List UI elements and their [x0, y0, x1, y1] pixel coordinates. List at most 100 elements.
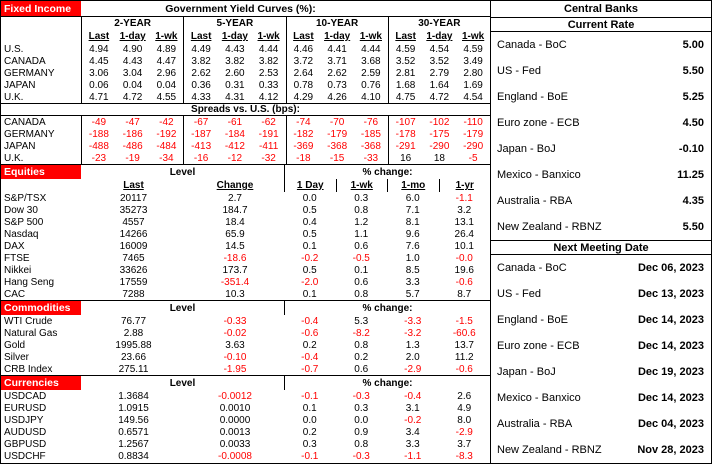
pct-value: 0.2	[354, 351, 369, 363]
fi-value-group: -23 -19 -34	[81, 152, 183, 164]
change-value: -0.0008	[218, 450, 252, 462]
column-header: 1-wk	[257, 31, 280, 42]
row-label: Hang Seng	[4, 276, 55, 288]
pct-value: 2.6	[457, 390, 472, 402]
pct-value: 0.4	[302, 216, 317, 228]
value-cell: 4.31	[225, 91, 245, 103]
pct-value: 9.6	[405, 228, 420, 240]
value-cell: 4.33	[191, 91, 211, 103]
column-header: 1-day	[119, 31, 146, 42]
pct-value: 3.7	[457, 438, 472, 450]
market-row: S&P/TSX 20117 2.7 0.0 0.3 6.0 -1.1	[1, 192, 490, 204]
fi-value-group: -67 -61 -62	[183, 116, 285, 128]
fi-value-group: -488 -486 -484	[81, 140, 183, 152]
value-cell: 4.90	[122, 43, 143, 55]
market-row: Dow 30 35273 184.7 0.5 0.8 7.1 3.2	[1, 204, 490, 216]
value-cell: 1.69	[463, 79, 483, 91]
value-cell: -16	[193, 152, 209, 164]
value-cell: 4.10	[361, 91, 381, 103]
market-row: EURUSD 1.0915 0.0010 0.1 0.3 3.1 4.9	[1, 402, 490, 414]
central-banks-pane: Central Banks Current Rate Canada - BoC 5…	[491, 1, 711, 463]
value-cell: -486	[122, 140, 143, 152]
value-cell: 4.54	[463, 91, 483, 103]
value-cell: -49	[91, 116, 107, 128]
next-meeting-date: Dec 13, 2023	[637, 288, 704, 300]
commodities-header-row: Commodities Level % change:	[1, 300, 490, 315]
pct-change-header: % change:	[284, 301, 490, 315]
central-bank-row: Mexico - Banxico 11.25	[491, 162, 711, 188]
row-label: FTSE	[4, 252, 30, 264]
value-cell: 0.76	[361, 79, 381, 91]
pct-value: 3.3	[405, 276, 420, 288]
spread-row: CANADA -49 -47 -42 -67 -61 -62 -74 -70 -76 -107 -10…	[1, 116, 490, 128]
bank-name: Australia - RBA	[497, 195, 573, 207]
change-value: -351.4	[220, 276, 250, 288]
pct-value: -2.0	[301, 276, 319, 288]
pct-value: 0.6	[354, 276, 369, 288]
change-value: 14.5	[225, 240, 245, 252]
fi-value-group: 2.81 2.79 2.80	[387, 67, 490, 79]
pct-value: 0.1	[302, 402, 317, 414]
pct-value: 3.1	[405, 402, 420, 414]
fi-value-group: 16 18 -5	[387, 152, 490, 164]
pct-value: 10.1	[454, 240, 474, 252]
spread-row: U.K. -23 -19 -34 -16 -12 -32 -18 -15 -33 16 18 -5	[1, 152, 490, 164]
value-cell: -5	[468, 152, 478, 164]
bank-name: Mexico - Banxico	[497, 169, 581, 181]
pct-value: 8.7	[457, 288, 472, 300]
value-cell: 2.80	[463, 67, 483, 79]
value-cell: -102	[429, 116, 450, 128]
row-label: USDJPY	[4, 414, 44, 426]
value-cell: -488	[88, 140, 109, 152]
last-value: 1995.88	[115, 339, 152, 351]
last-value: 1.3684	[118, 390, 149, 402]
fi-subheader-group: Last 1-day 1-wk	[81, 30, 183, 43]
yield-curves-title: Government Yield Curves (%):	[165, 2, 316, 15]
central-bank-row: Canada - BoC Dec 06, 2023	[491, 255, 711, 281]
bank-name: Mexico - Banxico	[497, 392, 581, 404]
change-value: -18.6	[223, 252, 247, 264]
last-value: 17559	[119, 276, 148, 288]
value-cell: 4.75	[395, 91, 416, 103]
pct-value: 3.3	[405, 438, 420, 450]
next-meeting-date: Dec 19, 2023	[637, 366, 704, 378]
value-cell: -32	[261, 152, 276, 164]
value-cell: 18	[433, 152, 445, 164]
bank-name: New Zealand - RBNZ	[497, 444, 602, 456]
central-bank-row: England - BoE 5.25	[491, 84, 711, 110]
row-label: USDCAD	[4, 390, 47, 402]
pct-value: -0.5	[352, 252, 370, 264]
row-label: Nikkei	[4, 264, 32, 276]
fi-yield-rows: U.S. 4.94 4.90 4.89 4.49 4.43 4.44 4.46 4.41 4.44…	[1, 43, 490, 103]
fi-value-group: 4.94 4.90 4.89	[81, 43, 183, 55]
yield-row: CANADA 4.45 4.43 4.47 3.82 3.82 3.82 3.72 3.71 3.…	[1, 55, 490, 67]
row-label: U.K.	[4, 91, 24, 103]
pct-value: -0.6	[455, 276, 473, 288]
value-cell: 4.29	[293, 91, 314, 103]
pct-value: -60.6	[452, 327, 476, 339]
maturity-header: 10-YEAR	[285, 17, 388, 30]
fi-spread-rows: CANADA -49 -47 -42 -67 -61 -62 -74 -70 -76 -107 -10…	[1, 116, 490, 164]
last-value: 149.56	[118, 414, 149, 426]
bank-name: Euro zone - ECB	[497, 117, 580, 129]
value-cell: 16	[400, 152, 412, 164]
fi-value-group: -18 -15 -33	[285, 152, 388, 164]
market-sections: Equities Level % change: Last Change 1 Day 1-w…	[1, 164, 490, 462]
bank-name: Canada - BoC	[497, 39, 567, 51]
value-cell: -34	[159, 152, 174, 164]
fi-value-group: -291 -290 -290	[387, 140, 490, 152]
value-cell: 2.62	[191, 67, 211, 79]
value-cell: 4.71	[89, 91, 109, 103]
value-cell: -368	[360, 140, 381, 152]
value-cell: 2.81	[395, 67, 416, 79]
change-value: 0.0013	[219, 426, 251, 438]
pct-value: 1.3	[405, 339, 420, 351]
row-label: CAC	[4, 288, 26, 300]
pct-value: 8.5	[405, 264, 420, 276]
change-value: 184.7	[222, 204, 248, 216]
fi-subheader-group: Last 1-day 1-wk	[387, 30, 490, 43]
left-pane: Fixed Income Government Yield Curves (%)…	[1, 1, 491, 463]
value-cell: 2.53	[258, 67, 279, 79]
fi-value-group: 4.71 4.72 4.55	[81, 91, 183, 103]
central-bank-row: US - Fed Dec 13, 2023	[491, 281, 711, 307]
